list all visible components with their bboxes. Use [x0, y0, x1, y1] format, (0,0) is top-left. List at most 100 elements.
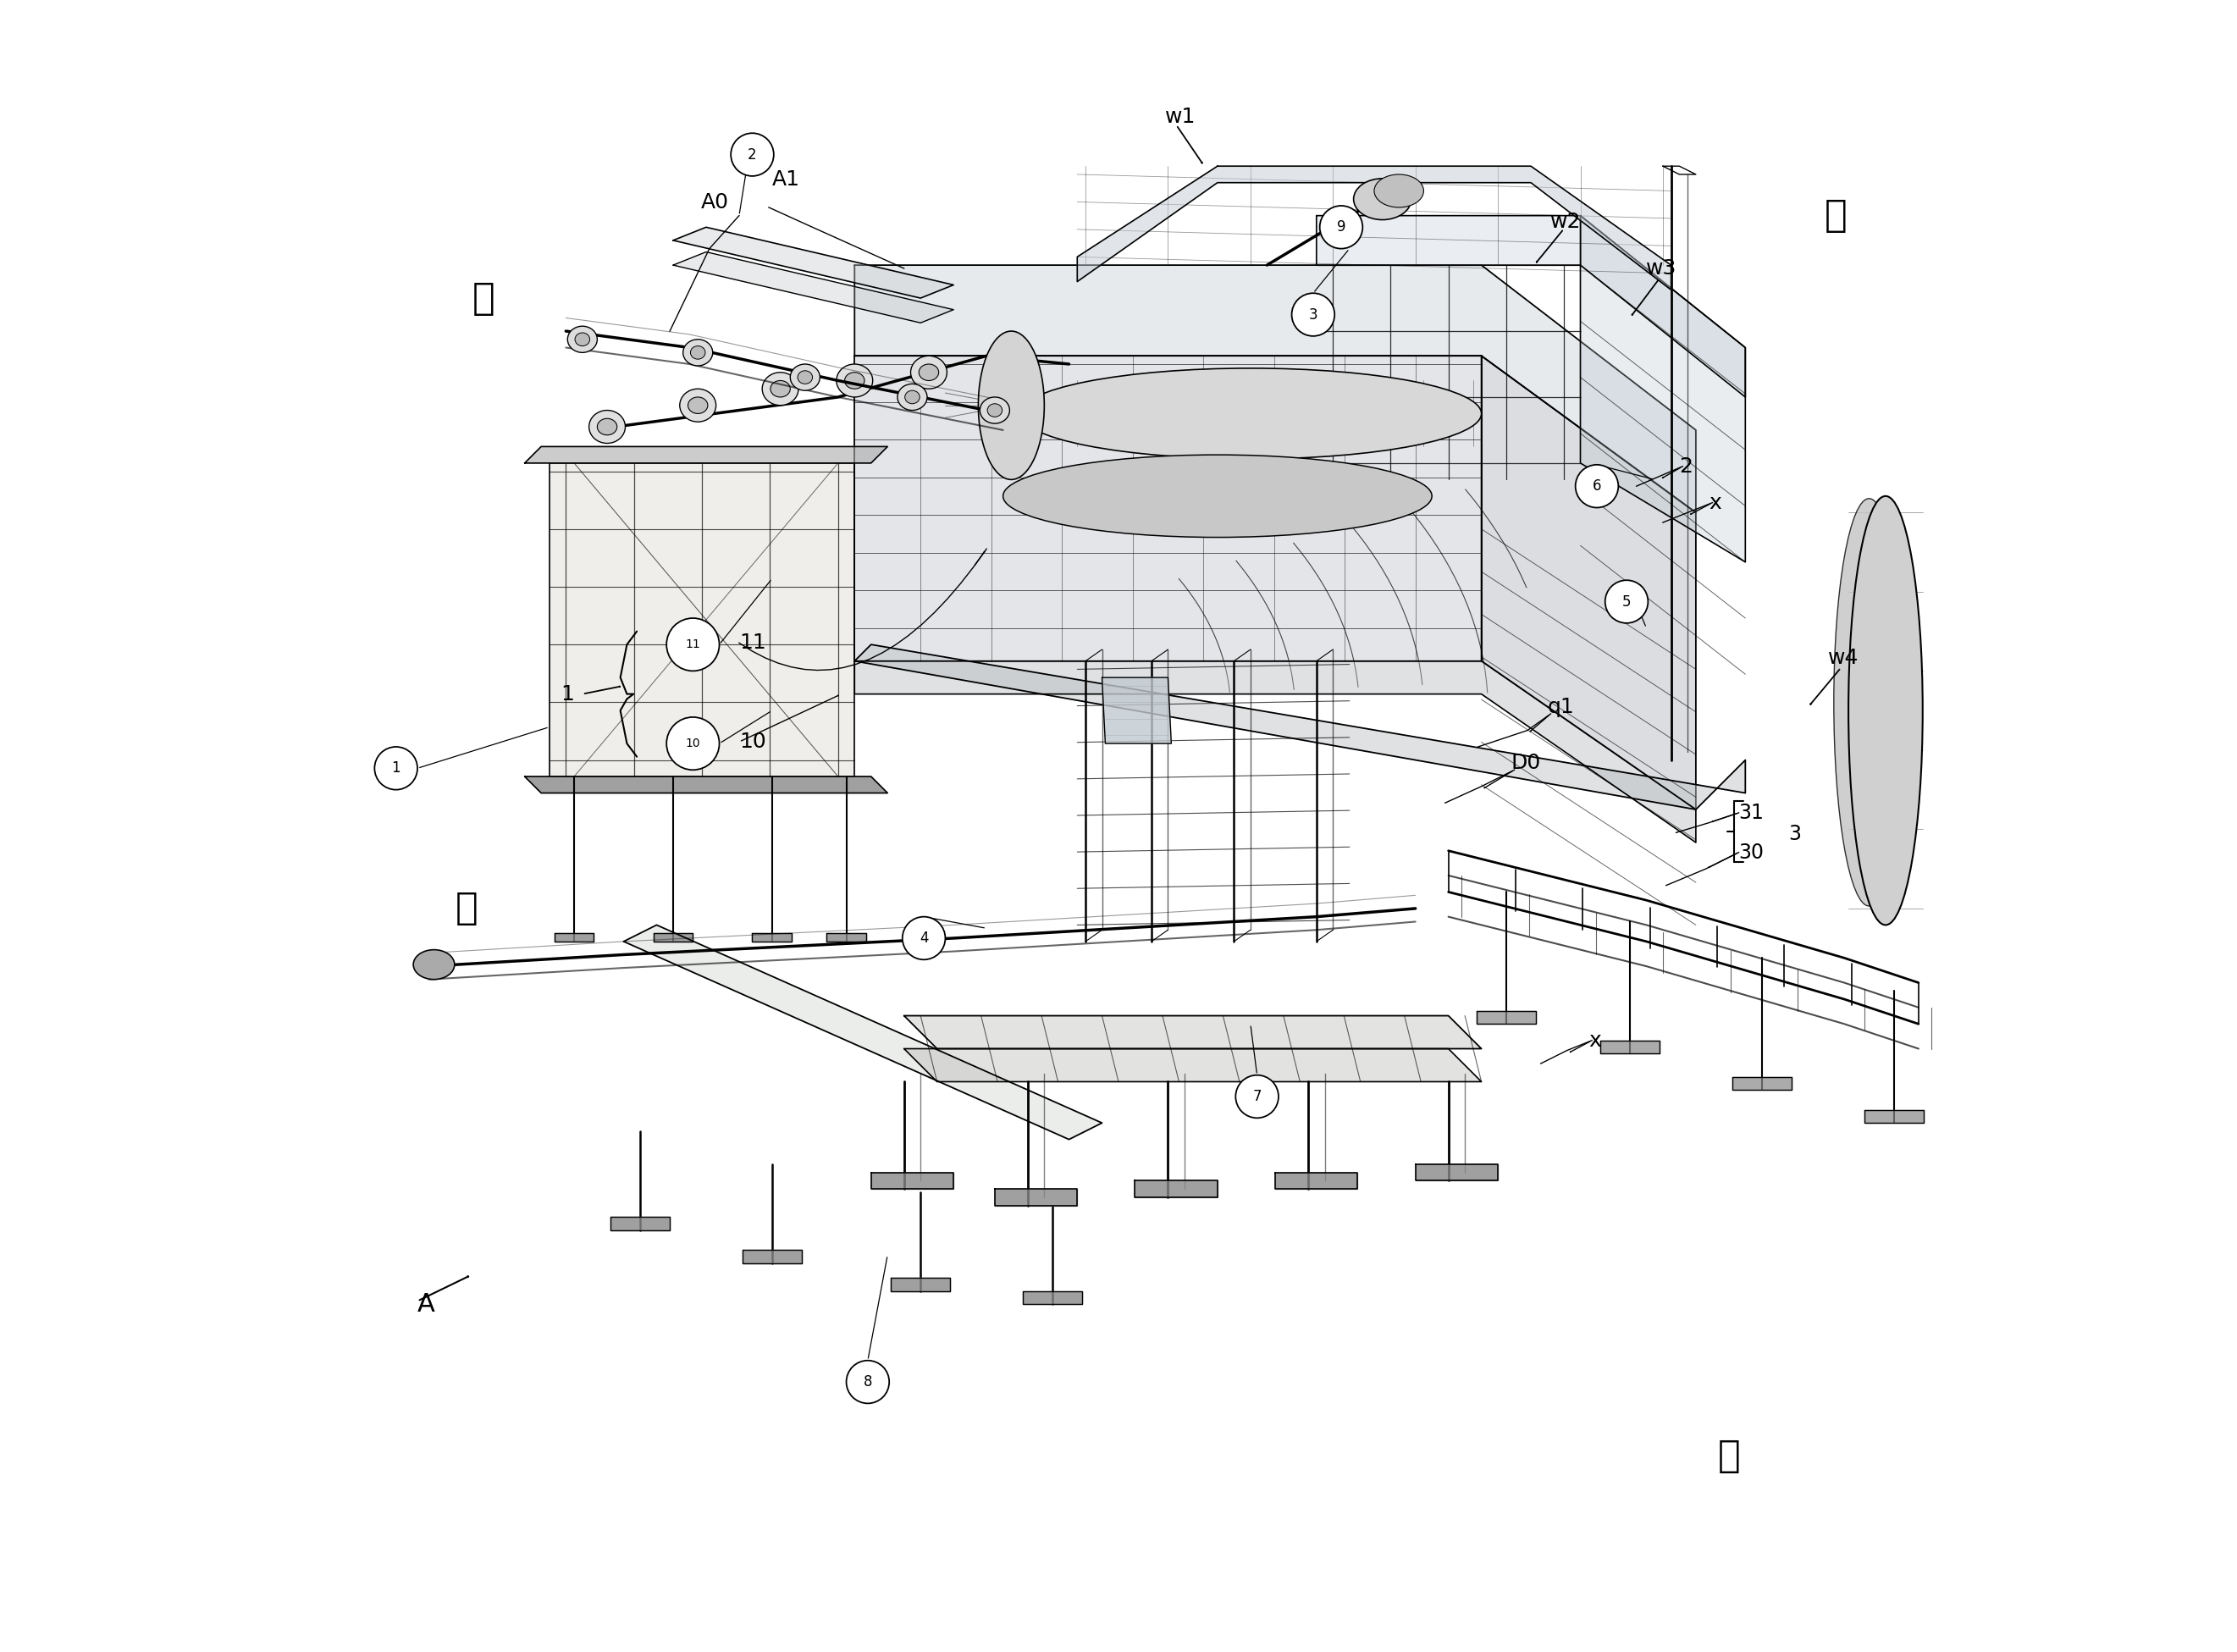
Text: 8: 8: [863, 1374, 872, 1389]
Text: 3: 3: [1309, 307, 1318, 322]
Text: 后: 后: [472, 279, 494, 316]
Text: 11: 11: [738, 633, 765, 653]
Ellipse shape: [597, 418, 617, 434]
Text: w1: w1: [1165, 106, 1195, 127]
Text: 30: 30: [1738, 843, 1765, 862]
Ellipse shape: [575, 332, 591, 345]
Ellipse shape: [763, 372, 799, 405]
Text: 4: 4: [919, 930, 928, 947]
Ellipse shape: [980, 396, 1009, 423]
Ellipse shape: [1834, 499, 1904, 905]
Ellipse shape: [680, 388, 716, 421]
Text: 31: 31: [1738, 803, 1765, 823]
Polygon shape: [1476, 1011, 1537, 1024]
Circle shape: [731, 134, 774, 177]
Polygon shape: [611, 1218, 669, 1231]
Polygon shape: [904, 1049, 1481, 1082]
Text: w2: w2: [1550, 211, 1582, 233]
Ellipse shape: [689, 396, 707, 413]
Ellipse shape: [919, 363, 940, 380]
Text: 右: 右: [456, 890, 479, 927]
Text: 10: 10: [685, 737, 700, 750]
Ellipse shape: [978, 330, 1045, 479]
Ellipse shape: [770, 380, 790, 396]
Ellipse shape: [414, 950, 454, 980]
Ellipse shape: [790, 363, 821, 390]
Ellipse shape: [588, 410, 626, 443]
Text: A0: A0: [700, 192, 729, 213]
Text: A: A: [418, 1292, 436, 1317]
Ellipse shape: [1374, 175, 1423, 208]
Circle shape: [1291, 292, 1335, 335]
Text: 3: 3: [1787, 824, 1801, 844]
Polygon shape: [825, 933, 866, 942]
Text: 5: 5: [1622, 595, 1631, 610]
Circle shape: [1575, 464, 1617, 507]
Polygon shape: [904, 1016, 1481, 1049]
Text: 11: 11: [685, 639, 700, 651]
Polygon shape: [890, 1279, 951, 1292]
Ellipse shape: [987, 403, 1002, 416]
Text: q1: q1: [1548, 697, 1575, 717]
Circle shape: [1235, 1075, 1280, 1118]
Text: x: x: [1709, 492, 1722, 512]
Circle shape: [902, 917, 946, 960]
Text: 1: 1: [391, 760, 400, 776]
Polygon shape: [855, 264, 1696, 512]
Polygon shape: [752, 933, 792, 942]
Text: A1: A1: [772, 169, 801, 190]
Circle shape: [374, 747, 418, 790]
Text: 前: 前: [1718, 1437, 1740, 1474]
Ellipse shape: [1848, 496, 1922, 925]
Text: w4: w4: [1828, 648, 1859, 667]
Text: 10: 10: [738, 732, 765, 752]
Text: D0: D0: [1512, 753, 1541, 773]
Ellipse shape: [1353, 178, 1412, 220]
Polygon shape: [1731, 1077, 1792, 1090]
Polygon shape: [1103, 677, 1172, 743]
Circle shape: [846, 1361, 890, 1404]
Ellipse shape: [846, 372, 863, 388]
Polygon shape: [555, 933, 595, 942]
Polygon shape: [855, 661, 1696, 843]
Circle shape: [1320, 206, 1362, 248]
Polygon shape: [526, 776, 888, 793]
Polygon shape: [550, 463, 855, 776]
Circle shape: [1606, 580, 1649, 623]
Ellipse shape: [568, 325, 597, 352]
Polygon shape: [743, 1251, 801, 1264]
Polygon shape: [1275, 1173, 1358, 1189]
Text: 9: 9: [1338, 220, 1347, 235]
Ellipse shape: [910, 355, 946, 388]
Text: 左: 左: [1825, 198, 1848, 235]
Circle shape: [667, 717, 720, 770]
Text: w3: w3: [1646, 258, 1678, 279]
Ellipse shape: [1002, 454, 1432, 537]
Text: 6: 6: [1593, 479, 1602, 494]
Ellipse shape: [906, 390, 919, 403]
Text: x: x: [1588, 1031, 1602, 1051]
Ellipse shape: [691, 345, 705, 358]
Ellipse shape: [682, 339, 714, 365]
Polygon shape: [1863, 1110, 1924, 1123]
Polygon shape: [1134, 1181, 1217, 1198]
Ellipse shape: [897, 383, 926, 410]
Text: 7: 7: [1253, 1089, 1262, 1104]
Ellipse shape: [799, 370, 812, 383]
Polygon shape: [1416, 1165, 1499, 1181]
Polygon shape: [870, 1173, 953, 1189]
Text: 1: 1: [561, 684, 575, 704]
Polygon shape: [653, 933, 693, 942]
Circle shape: [667, 618, 720, 671]
Polygon shape: [673, 251, 953, 322]
Polygon shape: [1315, 216, 1745, 396]
Text: 2: 2: [1680, 456, 1693, 476]
Text: 2: 2: [747, 147, 756, 162]
Polygon shape: [1078, 167, 1671, 289]
Polygon shape: [855, 644, 1745, 809]
Polygon shape: [1579, 216, 1745, 562]
Polygon shape: [673, 228, 953, 297]
Polygon shape: [526, 446, 888, 463]
Polygon shape: [995, 1189, 1078, 1206]
Ellipse shape: [1020, 368, 1481, 459]
